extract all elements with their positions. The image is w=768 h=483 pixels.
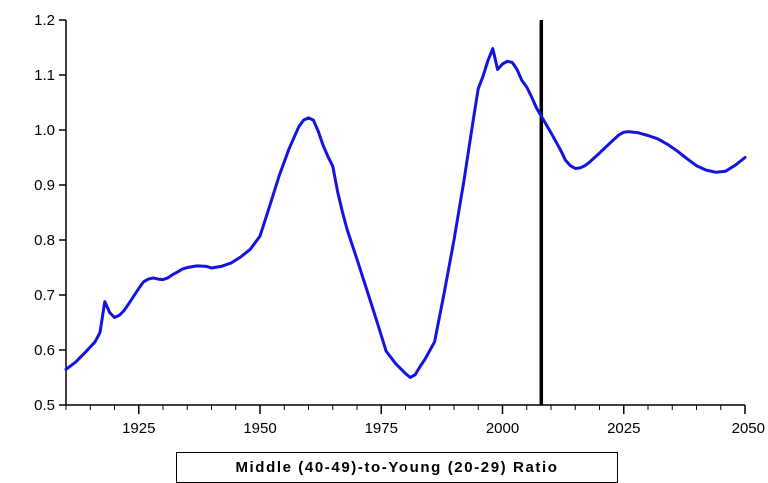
y-tick-label: 0.8 xyxy=(34,232,55,249)
y-tick-label: 0.5 xyxy=(34,397,55,414)
y-tick-label: 0.6 xyxy=(34,342,55,359)
y-tick-label: 0.9 xyxy=(34,177,55,194)
y-ticks: 0.5 0.6 0.7 0.8 0.9 1.0 1.1 1.2 xyxy=(34,12,66,414)
x-ticks: 1925 1950 1975 2000 2025 2050 xyxy=(122,405,765,437)
axes xyxy=(65,20,745,406)
x-tick-label: 2050 xyxy=(732,420,765,437)
y-tick-label: 0.7 xyxy=(34,287,55,304)
x-tick-label: 1925 xyxy=(122,420,155,437)
legend-label: Middle (40-49)-to-Young (20-29) Ratio xyxy=(235,459,559,476)
x-tick-label: 2025 xyxy=(607,420,640,437)
x-tick-label: 1975 xyxy=(365,420,398,437)
y-tick-label: 1.0 xyxy=(34,122,55,139)
y-tick-label: 1.1 xyxy=(34,67,55,84)
y-tick-label: 1.2 xyxy=(34,12,55,29)
x-tick-label: 2000 xyxy=(486,420,519,437)
series-line xyxy=(64,47,747,379)
legend: Middle (40-49)-to-Young (20-29) Ratio xyxy=(176,452,618,483)
x-tick-label: 1950 xyxy=(243,420,276,437)
